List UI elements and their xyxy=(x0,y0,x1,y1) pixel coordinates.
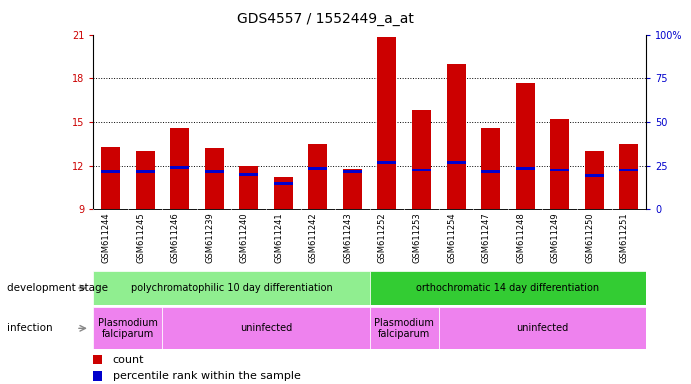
Bar xyxy=(170,166,189,169)
Bar xyxy=(93,307,162,349)
Text: GSM611254: GSM611254 xyxy=(447,212,456,263)
Bar xyxy=(239,166,258,209)
Bar xyxy=(619,169,638,171)
Bar xyxy=(515,83,535,209)
Bar xyxy=(585,151,604,209)
Bar xyxy=(481,170,500,173)
Text: GSM611239: GSM611239 xyxy=(205,212,214,263)
Bar xyxy=(370,307,439,349)
Text: percentile rank within the sample: percentile rank within the sample xyxy=(113,371,301,381)
Text: orthochromatic 14 day differentiation: orthochromatic 14 day differentiation xyxy=(416,283,600,293)
Bar xyxy=(550,169,569,171)
Text: development stage: development stage xyxy=(7,283,108,293)
Text: GSM611253: GSM611253 xyxy=(413,212,422,263)
Text: GSM611242: GSM611242 xyxy=(309,212,318,263)
Bar xyxy=(550,119,569,209)
Text: GDS4557 / 1552449_a_at: GDS4557 / 1552449_a_at xyxy=(237,12,414,25)
Text: GSM611248: GSM611248 xyxy=(516,212,525,263)
Text: Plasmodium
falciparum: Plasmodium falciparum xyxy=(98,318,158,339)
Bar xyxy=(446,161,466,164)
Bar xyxy=(205,170,224,173)
Bar xyxy=(343,169,362,209)
Text: polychromatophilic 10 day differentiation: polychromatophilic 10 day differentiatio… xyxy=(131,283,332,293)
Bar xyxy=(377,161,397,164)
Bar xyxy=(162,307,370,349)
Text: GSM611252: GSM611252 xyxy=(378,212,387,263)
Bar xyxy=(239,173,258,176)
Text: GSM611243: GSM611243 xyxy=(343,212,352,263)
Text: uninfected: uninfected xyxy=(516,323,569,333)
Bar xyxy=(515,167,535,170)
Bar xyxy=(93,371,102,381)
Bar xyxy=(446,64,466,209)
Text: GSM611247: GSM611247 xyxy=(482,212,491,263)
Bar xyxy=(585,174,604,177)
Bar xyxy=(135,151,155,209)
Bar xyxy=(101,147,120,209)
Text: GSM611245: GSM611245 xyxy=(136,212,145,263)
Text: GSM611241: GSM611241 xyxy=(274,212,283,263)
Text: count: count xyxy=(113,354,144,364)
Bar xyxy=(370,271,646,305)
Bar xyxy=(412,169,431,171)
Text: GSM611249: GSM611249 xyxy=(551,212,560,263)
Bar xyxy=(205,148,224,209)
Bar xyxy=(343,170,362,173)
Bar xyxy=(439,307,646,349)
Bar xyxy=(93,271,370,305)
Bar xyxy=(274,177,293,209)
Text: GSM611250: GSM611250 xyxy=(585,212,594,263)
Text: uninfected: uninfected xyxy=(240,323,292,333)
Bar xyxy=(93,355,102,364)
Text: GSM611244: GSM611244 xyxy=(102,212,111,263)
Text: GSM611246: GSM611246 xyxy=(171,212,180,263)
Text: GSM611240: GSM611240 xyxy=(240,212,249,263)
Text: Plasmodium
falciparum: Plasmodium falciparum xyxy=(375,318,434,339)
Bar xyxy=(135,170,155,173)
Bar xyxy=(308,167,328,170)
Bar xyxy=(274,182,293,185)
Bar xyxy=(412,110,431,209)
Text: GSM611251: GSM611251 xyxy=(620,212,629,263)
Bar xyxy=(308,144,328,209)
Bar xyxy=(377,38,397,209)
Text: infection: infection xyxy=(7,323,53,333)
Bar xyxy=(481,128,500,209)
Bar xyxy=(619,144,638,209)
Bar xyxy=(170,128,189,209)
Bar xyxy=(101,170,120,173)
